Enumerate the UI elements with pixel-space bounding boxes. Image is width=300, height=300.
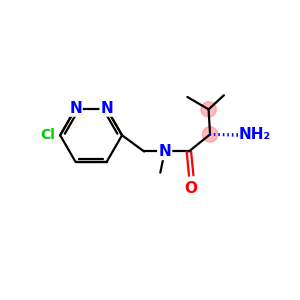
- Text: NH₂: NH₂: [238, 127, 271, 142]
- Circle shape: [201, 102, 216, 117]
- Circle shape: [202, 127, 218, 142]
- Text: O: O: [185, 181, 198, 196]
- Text: N: N: [69, 101, 82, 116]
- Text: N: N: [100, 101, 113, 116]
- Text: Cl: Cl: [40, 128, 55, 142]
- Text: N: N: [158, 144, 171, 159]
